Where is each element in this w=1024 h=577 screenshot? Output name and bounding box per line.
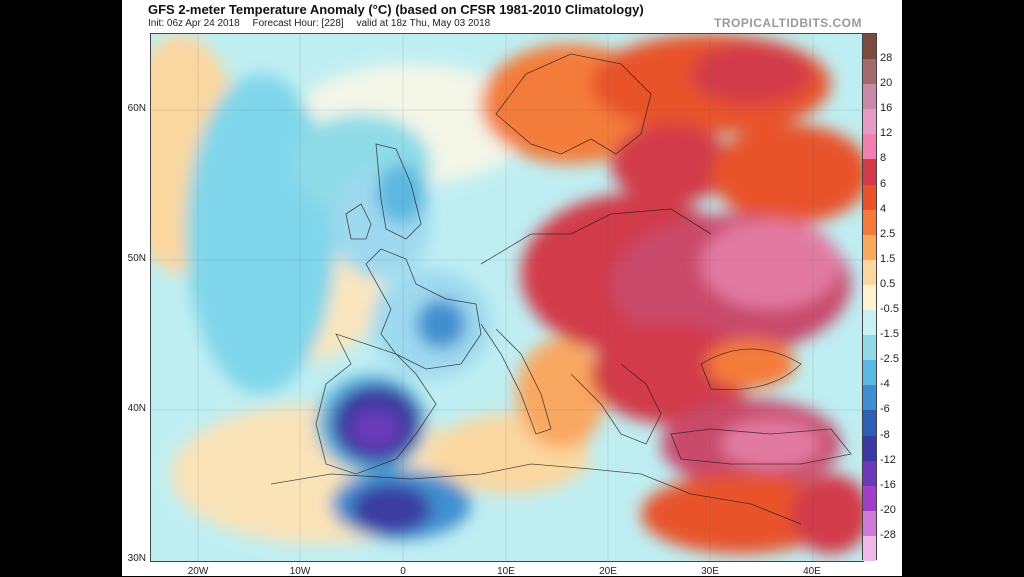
- colorbar-label: -2.5: [880, 353, 899, 366]
- colorbar-swatch: [863, 84, 876, 110]
- lon-label-10e: 10E: [497, 566, 515, 577]
- lat-label-50n: 50N: [127, 253, 146, 264]
- colorbar-swatch: [863, 310, 876, 336]
- colorbar-swatch: [863, 159, 876, 186]
- colorbar-swatch: [863, 259, 876, 286]
- map-subtitle: Init: 06z Apr 24 2018 Forecast Hour: [22…: [148, 18, 500, 29]
- colorbar-label: 4: [880, 202, 887, 215]
- colorbar-label: -28: [880, 528, 896, 541]
- colorbar-label: 28: [880, 52, 893, 65]
- colorbar-swatch: [863, 134, 876, 160]
- lon-label-0: 0: [400, 566, 406, 577]
- colorbar-swatch: [863, 535, 876, 562]
- lon-label-30e: 30E: [701, 566, 719, 577]
- anomaly-map: [150, 33, 864, 562]
- lon-label-10w: 10W: [289, 566, 311, 577]
- colorbar-swatch: [863, 335, 876, 361]
- coastlines: [270, 53, 852, 525]
- colorbar-label: -1.5: [880, 328, 899, 341]
- colorbar-label: -12: [880, 453, 896, 466]
- init-time: Init: 06z Apr 24 2018: [148, 18, 240, 29]
- colorbar: [862, 33, 877, 562]
- colorbar-swatch: [863, 460, 876, 487]
- lat-label-60n: 60N: [127, 103, 146, 114]
- colorbar-label: 6: [880, 177, 887, 190]
- colorbar-swatch: [863, 435, 876, 462]
- colorbar-label: -6: [880, 403, 890, 416]
- lat-label-40n: 40N: [127, 403, 146, 414]
- colorbar-label: -20: [880, 503, 896, 516]
- colorbar-swatch: [863, 109, 876, 135]
- colorbar-label: -8: [880, 428, 890, 441]
- lon-label-20e: 20E: [599, 566, 617, 577]
- colorbar-label: 20: [880, 77, 893, 90]
- colorbar-label: -16: [880, 478, 896, 491]
- colorbar-label: 0.5: [880, 277, 896, 290]
- colorbar-swatch: [863, 510, 876, 537]
- colorbar-label: 2.5: [880, 227, 896, 240]
- colorbar-label: -4: [880, 378, 890, 391]
- anomaly-field: [151, 34, 863, 561]
- colorbar-swatch: [863, 284, 876, 311]
- colorbar-label: 16: [880, 102, 893, 115]
- map-title: GFS 2-meter Temperature Anomaly (°C) (ba…: [148, 2, 644, 17]
- colorbar-swatch: [863, 410, 876, 437]
- colorbar-label: 8: [880, 152, 887, 165]
- colorbar-swatch: [863, 485, 876, 512]
- colorbar-label: -0.5: [880, 303, 899, 316]
- lat-label-30n: 30N: [127, 553, 146, 564]
- forecast-hour: Forecast Hour: [228]: [252, 18, 344, 29]
- colorbar-swatch: [863, 360, 876, 386]
- colorbar-swatch: [863, 59, 876, 85]
- colorbar-swatch: [863, 34, 876, 60]
- colorbar-swatch: [863, 184, 876, 211]
- lon-label-20w: 20W: [187, 566, 209, 577]
- colorbar-swatch: [863, 234, 876, 261]
- valid-time: valid at 18z Thu, May 03 2018: [356, 18, 491, 29]
- figure-panel: GFS 2-meter Temperature Anomaly (°C) (ba…: [122, 0, 902, 577]
- colorbar-label: 1.5: [880, 252, 896, 265]
- colorbar-swatch: [863, 209, 876, 236]
- colorbar-label: 12: [880, 127, 893, 140]
- brand-watermark: TROPICALTIDBITS.COM: [714, 16, 862, 30]
- graticule: [151, 34, 863, 561]
- colorbar-swatch: [863, 385, 876, 411]
- lon-label-40e: 40E: [803, 566, 821, 577]
